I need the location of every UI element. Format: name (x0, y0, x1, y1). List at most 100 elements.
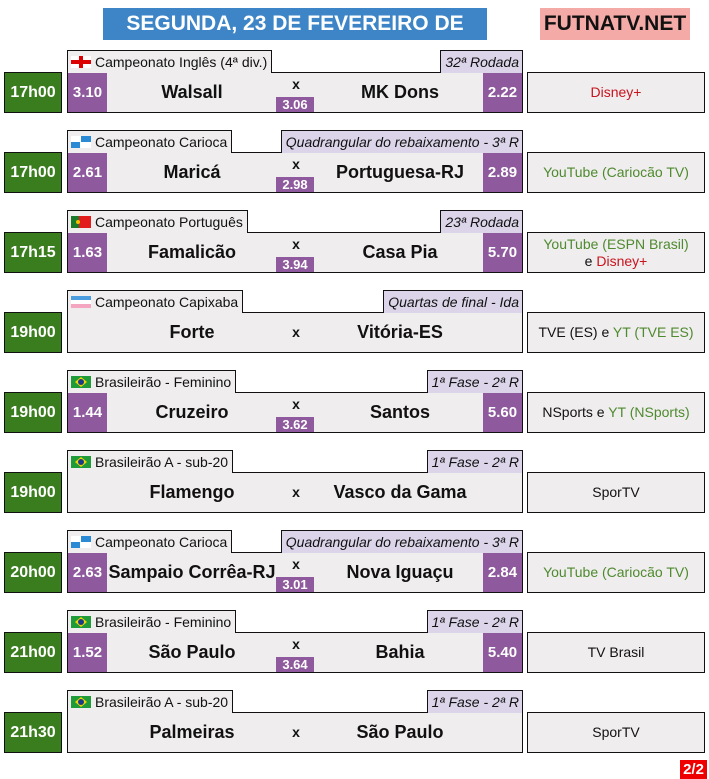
match-row: Campeonato Carioca Quadrangular do rebai… (0, 130, 709, 194)
away-team: Nova Iguaçu (346, 562, 454, 582)
brazil-flag-icon (71, 456, 91, 468)
match-box: 2.61 Maricá x 2.98 Portuguesa-RJ 2.89 (67, 152, 523, 193)
versus-label: x (292, 324, 300, 340)
away-team: MK Dons (361, 82, 439, 102)
competition-name: Brasileirão A - sub-20 (95, 454, 229, 470)
odds-draw: 3.94 (276, 257, 314, 272)
competition-tab: Campeonato Carioca (67, 130, 233, 153)
date-title: SEGUNDA, 23 DE FEVEREIRO DE 2026 (103, 8, 487, 67)
odds-draw: 2.98 (276, 177, 314, 192)
channel-name: TV Brasil (587, 644, 645, 660)
competition-name: Campeonato Inglês (4ª div.) (95, 54, 268, 70)
broadcast-channel: TVE (ES) e YT (TVE ES) (527, 312, 705, 353)
channel-name: YT (NSports) (608, 404, 690, 420)
home-team: Maricá (163, 162, 221, 182)
broadcast-channel: SporTV (527, 472, 705, 513)
away-team: São Paulo (356, 722, 444, 742)
match-row: Campeonato Carioca Quadrangular do rebai… (0, 530, 709, 594)
channel-name: YouTube (Cariocão TV) (543, 164, 689, 180)
match-row: Brasileirão A - sub-20 1ª Fase - 2ª R 19… (0, 450, 709, 514)
channel-name: TVE (ES) e (538, 324, 613, 340)
channel-name: YouTube (Cariocão TV) (543, 564, 689, 580)
competition-name: Brasileirão - Feminino (95, 374, 232, 390)
broadcast-channel: YouTube (Cariocão TV) (527, 152, 705, 193)
broadcast-channel: YouTube (Cariocão TV) (527, 552, 705, 593)
brazil-flag-icon (71, 696, 91, 708)
odds-draw: 3.06 (276, 97, 314, 112)
competition-tab: Brasileirão A - sub-20 (67, 690, 234, 713)
odds-away: 2.22 (483, 73, 522, 112)
competition-name: Campeonato Português (95, 214, 243, 230)
odds-away: 2.84 (483, 553, 522, 592)
brazil-flag-icon (71, 616, 91, 628)
round-label: 32ª Rodada (440, 50, 523, 73)
broadcast-channel: Disney+ (527, 72, 705, 113)
competition-name: Campeonato Carioca (95, 534, 228, 550)
match-row: Brasileirão A - sub-20 1ª Fase - 2ª R 21… (0, 690, 709, 754)
channel-name: e (584, 252, 597, 269)
competition-name: Campeonato Carioca (95, 134, 228, 150)
match-time: 21h00 (4, 632, 62, 673)
odds-draw: 3.01 (276, 577, 314, 592)
broadcast-channel: NSports e YT (NSports) (527, 392, 705, 433)
round-label: 1ª Fase - 2ª R (426, 690, 523, 713)
odds-home: 1.63 (68, 233, 107, 272)
versus-label: x (292, 396, 300, 412)
competition-tab: Campeonato Português (67, 210, 248, 233)
odds-away: 5.70 (483, 233, 522, 272)
page-indicator: 2/2 (680, 760, 707, 779)
espirito-santo-flag-icon (71, 296, 91, 308)
channel-name: Disney+ (596, 252, 648, 269)
competition-tab: Brasileirão - Feminino (67, 610, 237, 633)
odds-away: 5.60 (483, 393, 522, 432)
match-row: Brasileirão - Feminino 1ª Fase - 2ª R 21… (0, 610, 709, 674)
versus-label: x (292, 556, 300, 572)
home-team: Walsall (161, 82, 223, 102)
odds-home: 1.44 (68, 393, 107, 432)
away-team: Vasco da Gama (333, 482, 467, 502)
rio-flag-icon (71, 536, 91, 548)
versus-label: x (292, 156, 300, 172)
round-label: 1ª Fase - 2ª R (426, 610, 523, 633)
match-box: 2.63 Sampaio Corrêa-RJ x 3.01 Nova Iguaç… (67, 552, 523, 593)
match-time: 20h00 (4, 552, 62, 593)
home-team: Cruzeiro (155, 402, 229, 422)
away-team: Casa Pia (362, 242, 438, 262)
versus-label: x (292, 724, 300, 740)
away-team: Santos (369, 402, 430, 422)
channel-name: SporTV (592, 484, 640, 500)
channel-name: YT (TVE ES) (612, 324, 694, 340)
odds-home: 2.61 (68, 153, 107, 192)
match-time: 19h00 (4, 312, 62, 353)
match-time: 17h15 (4, 232, 62, 273)
broadcast-channel: SporTV (527, 712, 705, 753)
match-box: 1.52 São Paulo x 3.64 Bahia 5.40 (67, 632, 523, 673)
round-label: Quadrangular do rebaixamento - 3ª R (280, 130, 523, 153)
match-row: Campeonato Português 23ª Rodada 17h15 1.… (0, 210, 709, 274)
odds-away: 2.89 (483, 153, 522, 192)
match-box: Flamengo x Vasco da Gama (67, 472, 523, 513)
competition-name: Brasileirão A - sub-20 (95, 694, 229, 710)
match-box: 1.44 Cruzeiro x 3.62 Santos 5.60 (67, 392, 523, 433)
home-team: Famalicão (147, 242, 237, 262)
competition-tab: Brasileirão A - sub-20 (67, 450, 234, 473)
match-box: Palmeiras x São Paulo (67, 712, 523, 753)
versus-label: x (292, 484, 300, 500)
match-row: Campeonato Inglês (4ª div.) 32ª Rodada 1… (0, 50, 709, 114)
odds-home: 1.52 (68, 633, 107, 672)
odds-home: 3.10 (68, 73, 107, 112)
odds-away: 5.40 (483, 633, 522, 672)
match-box: 3.10 Walsall x 3.06 MK Dons 2.22 (67, 72, 523, 113)
rio-flag-icon (71, 136, 91, 148)
competition-tab: Campeonato Capixaba (67, 290, 244, 313)
competition-name: Brasileirão - Feminino (95, 614, 232, 630)
away-team: Bahia (375, 642, 425, 662)
home-team: São Paulo (148, 642, 236, 662)
home-team: Flamengo (149, 482, 235, 502)
broadcast-channel: YouTube (ESPN Brasil) e Disney+ (527, 232, 705, 273)
round-label: Quartas de final - Ida (383, 290, 523, 313)
channel-name: NSports e (542, 404, 609, 420)
england-flag-icon (71, 56, 91, 68)
match-row: Brasileirão - Feminino 1ª Fase - 2ª R 19… (0, 370, 709, 434)
match-time: 19h00 (4, 392, 62, 433)
